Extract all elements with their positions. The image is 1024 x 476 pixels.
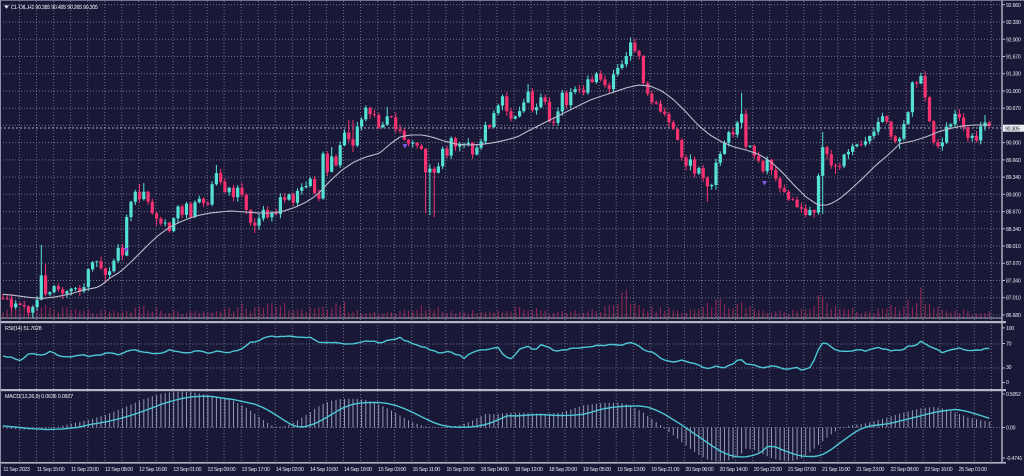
svg-text:20 Sep 22:00: 20 Sep 22:00 (754, 467, 782, 473)
svg-text:21 Sep 07:00: 21 Sep 07:00 (788, 467, 816, 473)
svg-text:20 Sep 14:00: 20 Sep 14:00 (720, 467, 748, 473)
svg-text:13 Sep 09:00: 13 Sep 09:00 (207, 467, 235, 473)
svg-text:14 Sep 10:00: 14 Sep 10:00 (310, 467, 338, 473)
svg-text:RSI(14) 51.7028: RSI(14) 51.7028 (5, 326, 42, 332)
svg-text:86.680: 86.680 (1006, 313, 1021, 319)
svg-text:90.305: 90.305 (1005, 126, 1020, 132)
svg-text:0.5052: 0.5052 (1006, 392, 1021, 398)
svg-text:91.670: 91.670 (1006, 55, 1021, 61)
svg-text:89.660: 89.660 (1006, 158, 1021, 164)
svg-text:92.330: 92.330 (1006, 20, 1021, 26)
svg-text:19 Sep 13:00: 19 Sep 13:00 (617, 467, 645, 473)
svg-text:CL-OIL,H1 90.385 90.495 90.265: CL-OIL,H1 90.385 90.495 90.265 90.305 (11, 5, 98, 11)
svg-text:19 Sep 21:00: 19 Sep 21:00 (651, 467, 679, 473)
svg-text:91.330: 91.330 (1006, 72, 1021, 78)
svg-text:21 Sep 23:00: 21 Sep 23:00 (856, 467, 884, 473)
svg-text:88.670: 88.670 (1006, 210, 1021, 216)
svg-text:13 Sep 01:00: 13 Sep 01:00 (173, 467, 201, 473)
svg-text:22 Sep 16:00: 22 Sep 16:00 (924, 467, 952, 473)
svg-text:15 Sep 19:00: 15 Sep 19:00 (446, 467, 474, 473)
svg-text:25 Sep 01:00: 25 Sep 01:00 (959, 467, 987, 473)
svg-text:30: 30 (1006, 365, 1012, 371)
svg-text:11 Sep 15:00: 11 Sep 15:00 (37, 467, 65, 473)
svg-text:-0.4741: -0.4741 (1006, 456, 1023, 462)
svg-text:90.670: 90.670 (1006, 106, 1021, 112)
svg-text:90.000: 90.000 (1006, 141, 1021, 147)
svg-text:88.010: 88.010 (1006, 244, 1021, 250)
svg-text:92.660: 92.660 (1006, 3, 1021, 9)
svg-text:88.340: 88.340 (1006, 227, 1021, 233)
svg-text:20 Sep 06:00: 20 Sep 06:00 (685, 467, 713, 473)
svg-text:89.340: 89.340 (1006, 175, 1021, 181)
svg-text:0.00: 0.00 (1006, 426, 1016, 432)
svg-text:15 Sep 11:00: 15 Sep 11:00 (412, 467, 440, 473)
svg-text:92.000: 92.000 (1006, 37, 1021, 43)
svg-text:22 Sep 08:00: 22 Sep 08:00 (890, 467, 918, 473)
svg-text:70: 70 (1006, 342, 1012, 348)
svg-text:0: 0 (1006, 380, 1009, 386)
svg-text:91.000: 91.000 (1006, 89, 1021, 95)
svg-text:87.340: 87.340 (1006, 279, 1021, 285)
svg-text:13 Sep 17:00: 13 Sep 17:00 (242, 467, 270, 473)
svg-text:21 Sep 15:00: 21 Sep 15:00 (822, 467, 850, 473)
svg-text:87.010: 87.010 (1006, 296, 1021, 302)
svg-text:15 Sep 03:00: 15 Sep 03:00 (378, 467, 406, 473)
svg-text:11 Sep 2023: 11 Sep 2023 (3, 467, 30, 473)
svg-text:12 Sep 08:00: 12 Sep 08:00 (105, 467, 133, 473)
svg-text:14 Sep 02:00: 14 Sep 02:00 (276, 467, 304, 473)
svg-text:18 Sep 12:00: 18 Sep 12:00 (515, 467, 543, 473)
svg-text:12 Sep 16:00: 12 Sep 16:00 (139, 467, 167, 473)
svg-text:19 Sep 05:00: 19 Sep 05:00 (583, 467, 611, 473)
svg-text:18 Sep 20:00: 18 Sep 20:00 (549, 467, 577, 473)
svg-text:89.000: 89.000 (1006, 192, 1021, 198)
svg-text:18 Sep 04:00: 18 Sep 04:00 (481, 467, 509, 473)
svg-text:MACD(12,26,9) 0.0636 0.0927: MACD(12,26,9) 0.0636 0.0927 (5, 394, 73, 400)
svg-text:87.670: 87.670 (1006, 261, 1021, 267)
svg-text:11 Sep 23:00: 11 Sep 23:00 (71, 467, 99, 473)
svg-text:14 Sep 18:00: 14 Sep 18:00 (344, 467, 372, 473)
svg-text:100: 100 (1006, 326, 1014, 332)
